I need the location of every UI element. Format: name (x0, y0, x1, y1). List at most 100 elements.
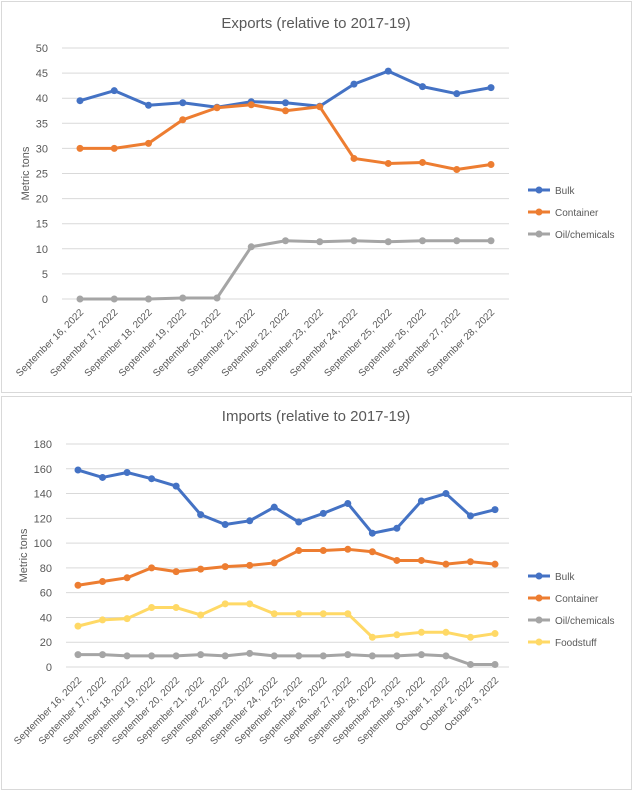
data-point (491, 661, 499, 669)
data-point (344, 499, 352, 507)
data-point (368, 548, 376, 556)
data-point (453, 90, 461, 98)
data-point (99, 651, 107, 659)
y-tick-label: 80 (40, 563, 52, 575)
legend-label: Foodstuff (555, 638, 597, 649)
data-point (197, 651, 205, 659)
data-point (123, 574, 131, 582)
y-tick-label: 120 (34, 513, 52, 525)
legend-label: Bulk (555, 186, 575, 197)
data-point (350, 237, 358, 245)
data-point (368, 633, 376, 641)
data-point (247, 101, 255, 109)
data-point (221, 600, 229, 608)
data-point (368, 529, 376, 537)
data-point (145, 101, 152, 109)
data-point (417, 497, 425, 505)
legend-marker (535, 186, 543, 194)
legend-marker (535, 594, 543, 602)
data-point (246, 600, 254, 608)
data-point (384, 67, 392, 75)
data-point (270, 652, 278, 660)
y-tick-label: 40 (36, 93, 48, 105)
y-tick-label: 25 (36, 169, 48, 181)
series-line-container (77, 547, 496, 587)
data-point (99, 473, 107, 481)
data-point (123, 652, 131, 660)
y-tick-label: 20 (36, 194, 48, 206)
data-point (319, 509, 327, 517)
data-point (442, 560, 450, 568)
data-point (491, 506, 499, 514)
data-point (246, 517, 254, 525)
series-line-bulk (77, 468, 496, 535)
data-point (221, 652, 229, 660)
data-point (417, 556, 425, 564)
data-point (491, 560, 499, 568)
data-point (247, 243, 255, 251)
data-point (487, 84, 495, 92)
y-axis-label: Metric tons (18, 528, 30, 582)
y-tick-label: 0 (46, 662, 52, 674)
data-point (123, 615, 131, 623)
legend-label: Container (555, 208, 599, 219)
data-point (148, 652, 156, 660)
data-point (350, 154, 358, 162)
data-point (295, 547, 303, 555)
data-point (295, 652, 303, 660)
data-point (453, 237, 461, 245)
data-point (179, 294, 187, 302)
data-point (221, 563, 229, 571)
data-point (384, 238, 392, 246)
data-point (145, 139, 152, 147)
data-point (110, 144, 118, 152)
data-point (179, 99, 187, 107)
data-point (384, 159, 392, 167)
data-point (350, 80, 358, 88)
y-tick-label: 100 (34, 538, 52, 550)
data-point (419, 83, 426, 91)
legend-marker (535, 208, 543, 216)
data-point (74, 622, 82, 630)
data-point (246, 649, 254, 657)
data-point (344, 651, 352, 659)
data-point (172, 652, 180, 660)
legend-label: Bulk (555, 572, 575, 583)
data-point (466, 633, 474, 641)
legend-label: Container (555, 594, 599, 605)
data-point (99, 616, 107, 624)
data-point (466, 558, 474, 566)
y-tick-label: 45 (36, 68, 48, 80)
data-point (282, 99, 289, 107)
data-point (179, 116, 187, 124)
data-point (487, 237, 495, 245)
series-line-container (80, 103, 492, 171)
data-point (197, 611, 205, 619)
data-point (319, 652, 327, 660)
series-line-oil-chemicals (80, 239, 491, 301)
data-point (393, 652, 401, 660)
y-tick-label: 20 (40, 637, 52, 649)
data-point (419, 158, 426, 166)
y-tick-label: 160 (34, 464, 52, 476)
y-tick-label: 35 (36, 118, 48, 130)
y-tick-label: 15 (36, 219, 48, 231)
data-point (74, 466, 82, 474)
data-point (74, 651, 82, 659)
data-point (316, 238, 324, 246)
data-point (466, 661, 474, 669)
data-point (172, 568, 180, 576)
data-point (148, 604, 156, 612)
legend-label: Oil/chemicals (555, 616, 614, 627)
data-point (270, 559, 278, 567)
data-point (74, 581, 82, 589)
data-point (270, 503, 278, 511)
data-point (316, 103, 324, 111)
data-point (148, 475, 156, 483)
y-tick-label: 180 (34, 439, 52, 451)
chart-title: Exports (relative to 2017-19) (221, 15, 410, 32)
data-point (76, 295, 84, 303)
data-point (393, 631, 401, 639)
imports-chart-svg: Imports (relative to 2017-19) 0 20 40 60 80 10… (12, 408, 614, 747)
data-point (270, 610, 278, 618)
